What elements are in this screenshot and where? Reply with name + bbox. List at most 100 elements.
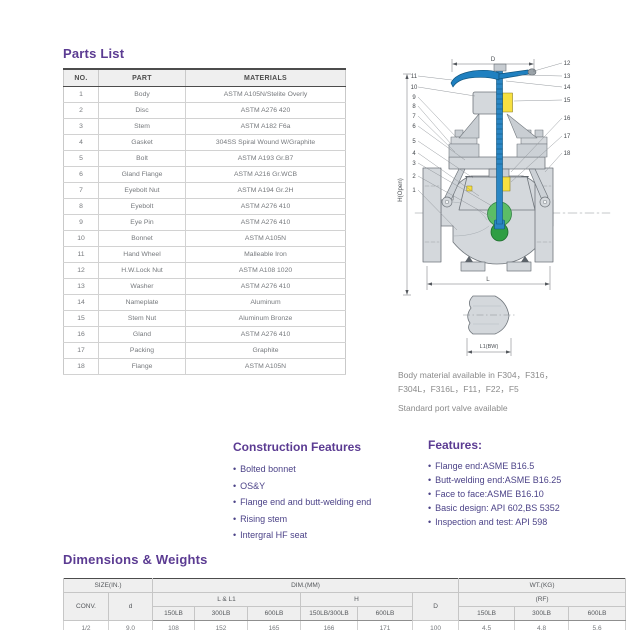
table-row: 12 H.W.Lock Nut ASTM A108 1020 <box>63 262 346 279</box>
dim-label-l: L <box>486 276 490 283</box>
table-cell: 13 <box>63 278 99 295</box>
handwheel-lock-nut <box>493 63 507 72</box>
sub-header-d-dim: D <box>411 592 460 621</box>
col-header-materials: MATERIALS <box>185 69 346 87</box>
table-cell: Stem Nut <box>98 310 186 327</box>
callout-number: 8 <box>412 104 416 110</box>
table-cell: 5.6 <box>568 620 627 630</box>
features-title: Features: <box>428 438 483 452</box>
dim-group-header-row: SIZE(IN.) DIM.(MM) WT.(KG) <box>63 578 627 593</box>
class-header: 600LB <box>568 606 627 621</box>
table-cell: Packing <box>98 342 186 359</box>
handwheel <box>450 63 537 88</box>
class-header: 150LB <box>152 606 195 621</box>
feature-item: Flange end:ASME B16.5 <box>428 459 628 473</box>
table-row: 1/2 9.0 108 152 165 166 171 100 4.5 4.8 5.6 <box>63 620 627 630</box>
table-cell: 16 <box>63 326 99 343</box>
body-foot <box>506 261 532 272</box>
table-cell: ASTM A276 410 <box>185 198 346 215</box>
table-cell: Gland <box>98 326 186 343</box>
callout-number: 15 <box>564 98 571 104</box>
table-row: 2 Disc ASTM A276 420 <box>63 102 346 119</box>
table-cell: 4 <box>63 134 99 151</box>
table-row: 18 Flange ASTM A105N <box>63 358 346 375</box>
table-cell: ASTM A105N <box>185 358 346 375</box>
table-cell: Aluminum Bronze <box>185 310 346 327</box>
table-cell: 15 <box>63 310 99 327</box>
table-cell: 3 <box>63 118 99 135</box>
feature-item: Flange end and butt-welding end <box>233 494 428 511</box>
table-cell: ASTM A108 1020 <box>185 262 346 279</box>
table-cell: Aluminum <box>185 294 346 311</box>
gasket <box>466 185 473 192</box>
dimension-labels: D H(Open) L L1(BW) <box>397 56 498 350</box>
callout-number: 1 <box>412 188 416 194</box>
parts-table: NO. PART MATERIALS 1 Body ASTM A105N/Steli… <box>63 68 346 375</box>
table-row: 14 Nameplate Aluminum <box>63 294 346 311</box>
table-row: 4 Gasket 304SS Spiral Wound W/Graphite <box>63 134 346 151</box>
yoke-hub <box>472 91 499 115</box>
callout-number: 3 <box>412 161 416 167</box>
table-cell: Hand Wheel <box>98 246 186 263</box>
feature-item: Inspection and test: API 598 <box>428 515 628 529</box>
feature-item: Basic design: API 602,BS 5352 <box>428 501 628 515</box>
sub-header-conv: CONV. <box>63 592 109 621</box>
sub-header-h: H <box>300 592 413 607</box>
table-cell: ASTM A276 410 <box>185 326 346 343</box>
dim-label-d: D <box>491 56 496 63</box>
table-row: 16 Gland ASTM A276 410 <box>63 326 346 343</box>
table-cell: Bonnet <box>98 230 186 247</box>
stem-nut <box>502 92 513 113</box>
table-cell: 10 <box>63 230 99 247</box>
table-cell: ASTM A105N/Stelite Overly <box>185 86 346 103</box>
callout-number: 10 <box>411 85 418 91</box>
table-row: 3 Stem ASTM A182 F6a <box>63 118 346 135</box>
stem <box>496 70 503 225</box>
handwheel-knob <box>527 68 537 76</box>
table-cell: 7 <box>63 182 99 199</box>
table-cell: 12 <box>63 262 99 279</box>
table-cell: Stem <box>98 118 186 135</box>
callout-number: 9 <box>412 95 416 101</box>
table-cell: Flange <box>98 358 186 375</box>
class-header: 150LB <box>458 606 516 621</box>
dim-label-l1-bw: L1(BW) <box>480 344 499 350</box>
table-cell: Nameplate <box>98 294 186 311</box>
table-cell: Gasket <box>98 134 186 151</box>
table-cell: 8 <box>63 198 99 215</box>
group-header-wt: WT.(KG) <box>458 578 627 593</box>
table-cell: 152 <box>194 620 248 630</box>
callout-number: 7 <box>412 114 416 120</box>
table-cell: 18 <box>63 358 99 375</box>
table-cell: 108 <box>152 620 195 630</box>
table-cell: 100 <box>411 620 460 630</box>
table-cell: ASTM A276 410 <box>185 214 346 231</box>
table-cell: 4.5 <box>458 620 516 630</box>
table-cell: ASTM A276 420 <box>185 102 346 119</box>
table-row: 8 Eyebolt ASTM A276 410 <box>63 198 346 215</box>
butt-weld-end-piece <box>463 295 515 335</box>
class-header: 600LB <box>247 606 301 621</box>
table-row: 17 Packing Graphite <box>63 342 346 359</box>
table-cell: 5 <box>63 150 99 167</box>
class-header: 150LB/300LB <box>300 606 358 621</box>
table-row: 7 Eyebolt Nut ASTM A194 Gr.2H <box>63 182 346 199</box>
table-cell: 166 <box>300 620 358 630</box>
features-section: Features: Flange end:ASME B16.5Butt-weld… <box>428 438 628 529</box>
table-cell: 165 <box>247 620 301 630</box>
sub-header-rf: (RF) <box>458 592 627 607</box>
parts-list-title: Parts List <box>63 46 125 61</box>
dim-class-header-row: 150LB 300LB 600LB 150LB/300LB 600LB 150L… <box>64 606 627 621</box>
table-cell: 4.8 <box>514 620 570 630</box>
standard-port-note: Standard port valve available <box>398 403 508 413</box>
construction-features-list: Bolted bonnetOS&YFlange end and butt-wel… <box>233 461 428 544</box>
note-line: Body material available in F304，F316， <box>398 370 553 380</box>
col-header-no: NO. <box>63 69 99 87</box>
group-header-size: SIZE(IN.) <box>63 578 153 593</box>
table-cell: Graphite <box>185 342 346 359</box>
col-header-part: PART <box>98 69 186 87</box>
callout-number: 6 <box>412 124 416 130</box>
callout-number: 13 <box>564 74 571 80</box>
table-cell: Washer <box>98 278 186 295</box>
table-cell: Bolt <box>98 150 186 167</box>
